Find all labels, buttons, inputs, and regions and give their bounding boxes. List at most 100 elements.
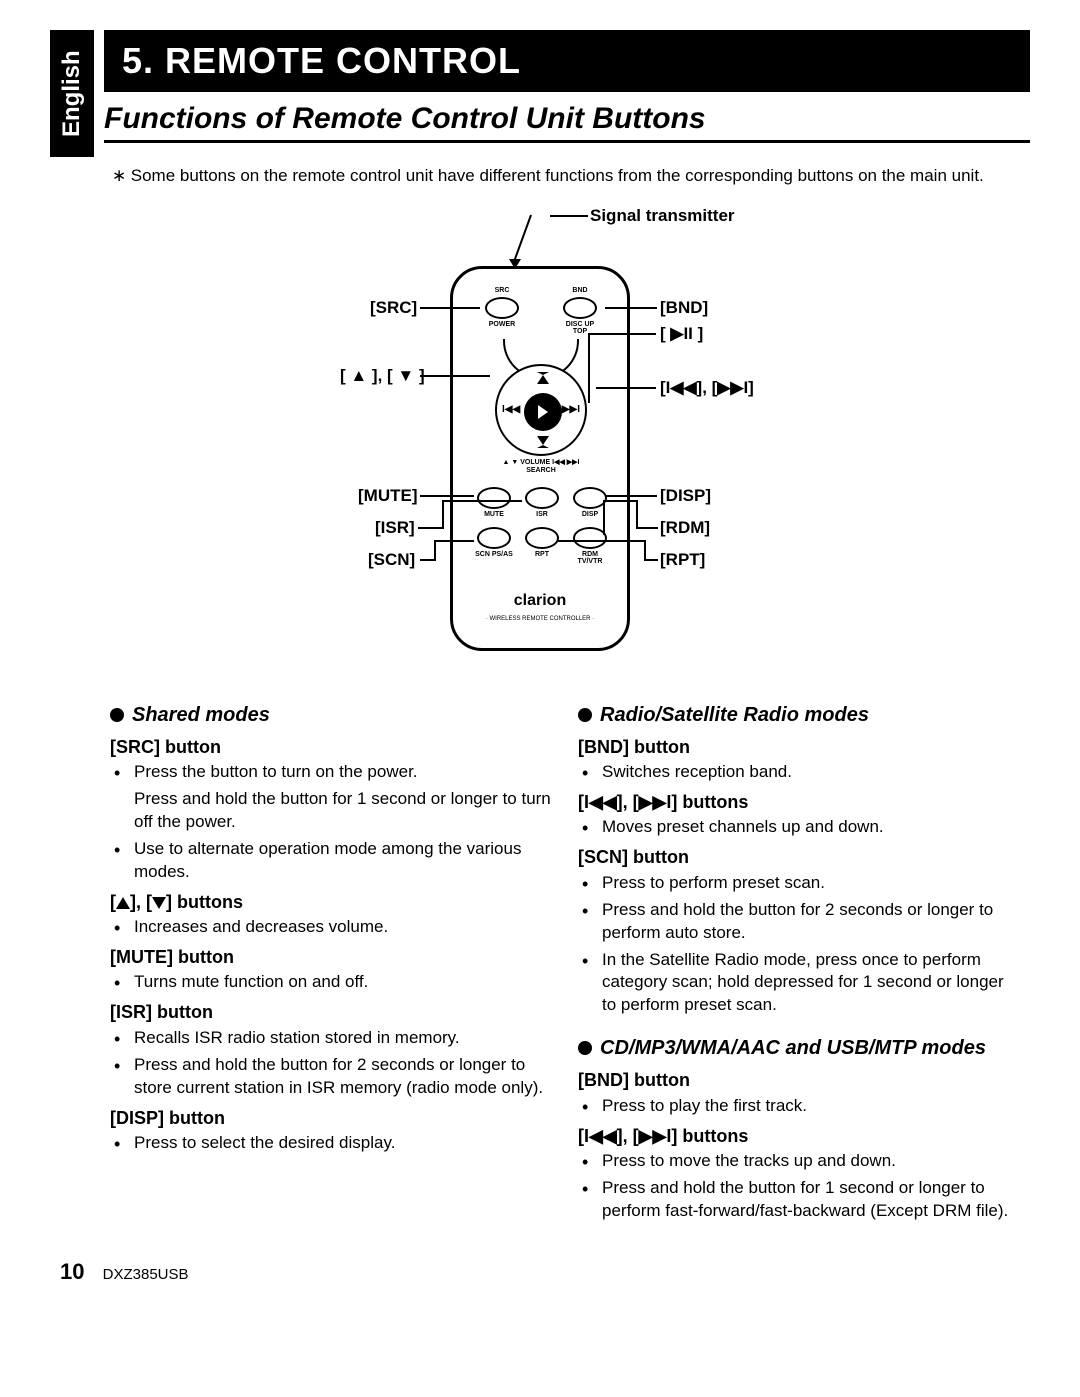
up-icon [537, 372, 549, 384]
prev-icon: I◀◀ [502, 404, 520, 415]
remote-button-scn [477, 527, 511, 549]
label-play: [ ▶II ] [660, 324, 703, 344]
label-rpt: [RPT] [660, 550, 705, 570]
title-bnd-radio: [BND] button [578, 735, 1020, 759]
label-isr: [ISR] [375, 518, 415, 538]
leader-line [420, 307, 480, 309]
brand-sub: · WIRELESS REMOTE CONTROLLER · [453, 616, 627, 622]
play-icon [538, 405, 548, 419]
remote-button-mute [477, 487, 511, 509]
wheel-knob [524, 393, 562, 431]
page-subtitle: Functions of Remote Control Unit Buttons [104, 92, 1030, 143]
title-mute: [MUTE] button [110, 945, 552, 969]
leader-line [442, 500, 522, 502]
list-bnd-cd: Press to play the first track. [578, 1095, 1020, 1118]
leader-line [512, 215, 532, 265]
leader-line [603, 500, 605, 535]
header: English 5. REMOTE CONTROL Functions of R… [50, 30, 1030, 157]
title-block: 5. REMOTE CONTROL Functions of Remote Co… [104, 30, 1030, 157]
footer: 10 DXZ385USB [50, 1259, 1030, 1285]
down-icon [537, 436, 549, 448]
remote-wheel: I◀◀ ▶▶I [495, 364, 587, 456]
intro-text: Some buttons on the remote control unit … [131, 166, 984, 185]
leader-line [596, 387, 656, 389]
btn-label-isr: ISR [525, 511, 559, 518]
remote-button-isr [525, 487, 559, 509]
label-signal: Signal transmitter [590, 206, 735, 226]
label-skip: [I◀◀], [▶▶I] [660, 378, 754, 398]
btn-label-disp: DISP [573, 511, 607, 518]
btn-label-src: SRC [485, 287, 519, 294]
btn-label-mute: MUTE [477, 511, 511, 518]
list-skip-radio: Moves preset channels up and down. [578, 816, 1020, 839]
list-item: Press to perform preset scan. [598, 872, 1020, 895]
page-number: 10 [60, 1259, 84, 1284]
leader-line [420, 495, 474, 497]
list-item: Press to select the desired display. [130, 1132, 552, 1155]
btn-label-volume: ▲ ▼ VOLUME I◀◀ ▶▶I SEARCH [489, 459, 593, 474]
remote-button-rpt [525, 527, 559, 549]
label-up-down: [ ▲ ], [ ▼ ] [340, 366, 425, 386]
triangle-down-icon [152, 897, 166, 909]
leader-line [605, 495, 657, 497]
leader-line [638, 527, 658, 529]
list-item: Press and hold the button for 1 second o… [598, 1177, 1020, 1223]
text: ], [ [130, 892, 152, 912]
text: ] buttons [166, 892, 243, 912]
leader-line [605, 500, 638, 502]
mode-radio: Radio/Satellite Radio modes [578, 702, 1020, 729]
label-disp: [DISP] [660, 486, 711, 506]
list-item: Press and hold the button for 2 seconds … [598, 899, 1020, 945]
remote-body: SRC POWER BND DISC UP TOP I◀◀ ▶▶I ▲ ▼ VO… [450, 266, 630, 651]
list-item: Recalls ISR radio station stored in memo… [130, 1027, 552, 1050]
brand-label: clarion [453, 592, 627, 610]
list-item: In the Satellite Radio mode, press once … [598, 949, 1020, 1018]
label-mute: [MUTE] [358, 486, 417, 506]
model-number: DXZ385USB [103, 1266, 189, 1283]
leader-line [590, 333, 656, 335]
leader-line [588, 333, 590, 403]
triangle-up-icon [116, 897, 130, 909]
remote-button-bnd [563, 297, 597, 319]
asterisk-icon: ∗ [112, 165, 126, 188]
remote-button-src [485, 297, 519, 319]
list-src: Press the button to turn on the power. P… [110, 761, 552, 884]
list-skip-cd: Press to move the tracks up and down. Pr… [578, 1150, 1020, 1223]
list-item: Increases and decreases volume. [130, 916, 552, 939]
leader-line [558, 540, 646, 542]
language-tab: English [50, 30, 94, 157]
list-mute: Turns mute function on and off. [110, 971, 552, 994]
btn-label-scn: SCN PS/AS [475, 551, 513, 558]
leader-line [605, 307, 657, 309]
next-icon: ▶▶I [562, 404, 580, 415]
label-rdm: [RDM] [660, 518, 710, 538]
leader-line [420, 375, 490, 377]
leader-line [442, 500, 444, 529]
title-updn: [], [] buttons [110, 890, 552, 914]
btn-label-bnd: BND [563, 287, 597, 294]
list-updn: Increases and decreases volume. [110, 916, 552, 939]
leader-line [420, 559, 434, 561]
list-item: Press to play the first track. [598, 1095, 1020, 1118]
leader-line [646, 559, 658, 561]
list-item: Press and hold the button for 2 seconds … [130, 1054, 552, 1100]
btn-label-rdm: RDM TV/VTR [569, 551, 611, 565]
btn-label-rpt: RPT [525, 551, 559, 558]
leader-line [644, 540, 646, 561]
list-item: Press the button to turn on the power. P… [130, 761, 552, 834]
leader-line [434, 540, 436, 561]
leader-line [636, 500, 638, 529]
list-disp: Press to select the desired display. [110, 1132, 552, 1155]
leader-line [550, 215, 588, 217]
title-skip-cd: [I◀◀], [▶▶I] buttons [578, 1124, 1020, 1148]
mode-shared: Shared modes [110, 702, 552, 729]
label-bnd: [BND] [660, 298, 708, 318]
title-isr: [ISR] button [110, 1000, 552, 1024]
remote-button-disp [573, 487, 607, 509]
list-bnd-radio: Switches reception band. [578, 761, 1020, 784]
leader-line [434, 540, 474, 542]
title-bnd-cd: [BND] button [578, 1068, 1020, 1092]
label-src: [SRC] [370, 298, 417, 318]
mode-cd: CD/MP3/WMA/AAC and USB/MTP modes [578, 1035, 1020, 1062]
list-item: Turns mute function on and off. [130, 971, 552, 994]
